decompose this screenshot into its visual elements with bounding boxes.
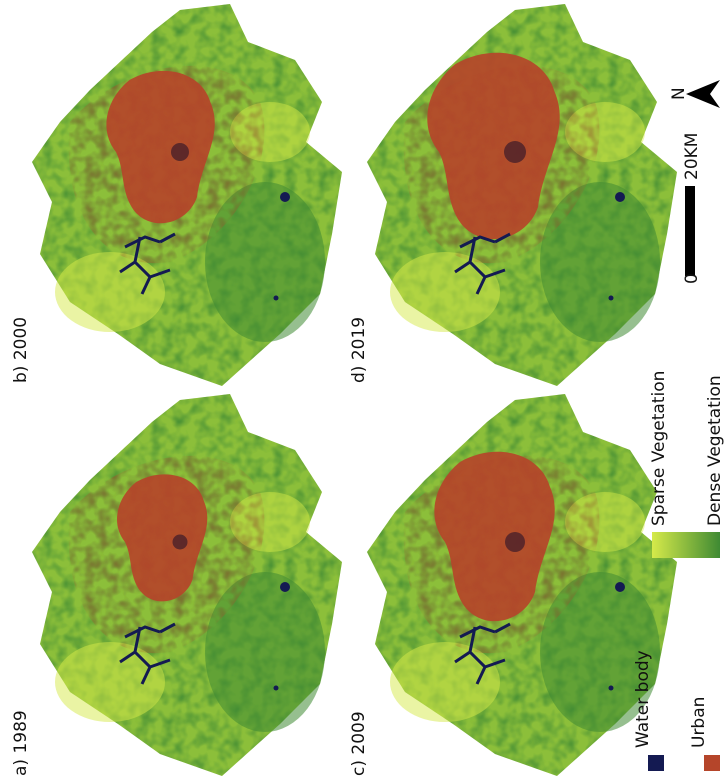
scale-end: 20KM bbox=[682, 133, 702, 180]
panel-label: b) 2000 bbox=[11, 317, 31, 383]
map-panel bbox=[367, 4, 677, 386]
map-panel bbox=[32, 4, 342, 386]
legend-swatch bbox=[704, 755, 720, 771]
panel-label: d) 2019 bbox=[349, 317, 369, 383]
legend-label: Sparse Vegetation bbox=[649, 371, 669, 526]
water-body bbox=[280, 192, 290, 202]
legend-label: Water body bbox=[633, 650, 653, 748]
urban-core bbox=[504, 141, 526, 163]
scale-bar: 0 20KM bbox=[682, 133, 702, 284]
sparse-zone bbox=[390, 252, 500, 332]
panel-label: a) 1989 bbox=[11, 710, 31, 776]
urban-core bbox=[505, 532, 525, 552]
water-body bbox=[280, 582, 290, 592]
water-body bbox=[615, 192, 625, 202]
north-arrow-shape bbox=[686, 80, 720, 108]
water-body bbox=[609, 296, 614, 301]
water-body bbox=[615, 582, 625, 592]
figure: Water body Urban Sparse Vegetation Dense Ve… bbox=[0, 0, 725, 779]
maps bbox=[32, 4, 677, 776]
sparse-zone bbox=[390, 642, 500, 722]
sparse-zone bbox=[55, 252, 165, 332]
urban-core bbox=[171, 143, 189, 161]
panel-label: c) 2009 bbox=[349, 711, 369, 776]
water-body bbox=[274, 296, 279, 301]
map-panel bbox=[367, 394, 677, 776]
north-label: N bbox=[669, 87, 689, 100]
legend-gradient bbox=[652, 532, 720, 558]
legend-label: Dense Vegetation bbox=[705, 375, 725, 526]
north-arrow: N bbox=[669, 80, 720, 108]
water-body bbox=[274, 686, 279, 691]
legend-label: Urban bbox=[689, 697, 709, 748]
sparse-zone bbox=[55, 642, 165, 722]
water-body bbox=[609, 686, 614, 691]
scale-bar-rect bbox=[685, 186, 695, 276]
scale-start: 0 bbox=[682, 273, 702, 284]
legend-swatch bbox=[648, 755, 664, 771]
map-panel bbox=[32, 394, 342, 776]
urban-core bbox=[173, 535, 188, 550]
